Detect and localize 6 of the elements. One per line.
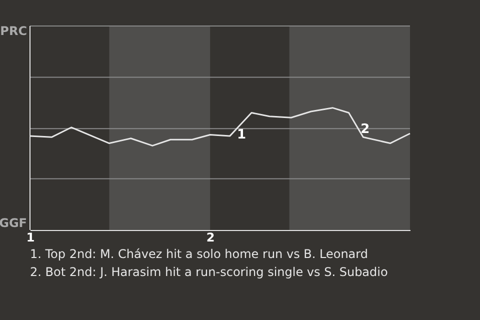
annotation: 1 — [236, 128, 246, 143]
text: PRC — [0, 24, 28, 38]
text: 1. Top 2nd: M. Chávez hit a solo home run vs B. Leonard — [30, 246, 369, 263]
text: GGF — [0, 216, 27, 230]
annotation: 2 — [360, 122, 370, 138]
text: 2. Bot 2nd: J. Harasim hit a run-scoring single vs S. Subadio — [30, 264, 388, 281]
